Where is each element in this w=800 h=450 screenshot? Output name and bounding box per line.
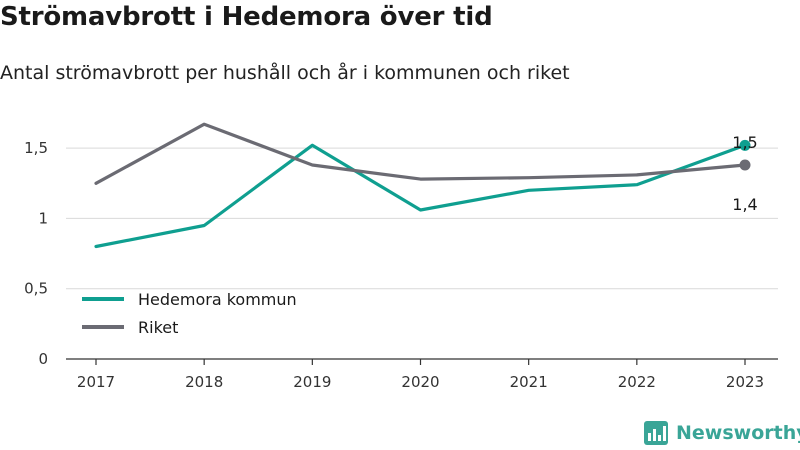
series-line-riket xyxy=(94,122,747,185)
y-tick-label: 0,5 xyxy=(24,280,48,298)
x-tick-label: 2019 xyxy=(293,373,331,391)
y-tick-label: 0 xyxy=(38,350,48,368)
series-line-hedemora xyxy=(94,143,747,249)
x-tick-label: 2022 xyxy=(618,373,656,391)
legend-label: Riket xyxy=(138,318,178,337)
y-tick-label: 1 xyxy=(38,209,48,227)
chart-subtitle: Antal strömavbrott per hushåll och år i … xyxy=(0,62,570,84)
end-label-hedemora: 1,5 xyxy=(732,133,757,152)
chart-title: Strömavbrott i Hedemora över tid xyxy=(0,2,493,32)
legend-label: Hedemora kommun xyxy=(138,290,297,309)
x-tick-label: 2021 xyxy=(510,373,548,391)
series-end-marker-hedemora xyxy=(739,139,751,151)
y-tick-label: 1,5 xyxy=(24,139,48,157)
brand-name: Newsworthy xyxy=(676,422,800,444)
x-tick-label: 2018 xyxy=(185,373,223,391)
newsworthy-logo: Newsworthy xyxy=(644,420,800,446)
bar-chart-logo-icon xyxy=(644,421,668,445)
x-tick-label: 2020 xyxy=(401,373,439,391)
x-tick-label: 2017 xyxy=(77,373,115,391)
x-tick-label: 2023 xyxy=(726,373,764,391)
end-label-riket: 1,4 xyxy=(732,195,757,214)
series-end-marker-riket xyxy=(739,159,751,171)
